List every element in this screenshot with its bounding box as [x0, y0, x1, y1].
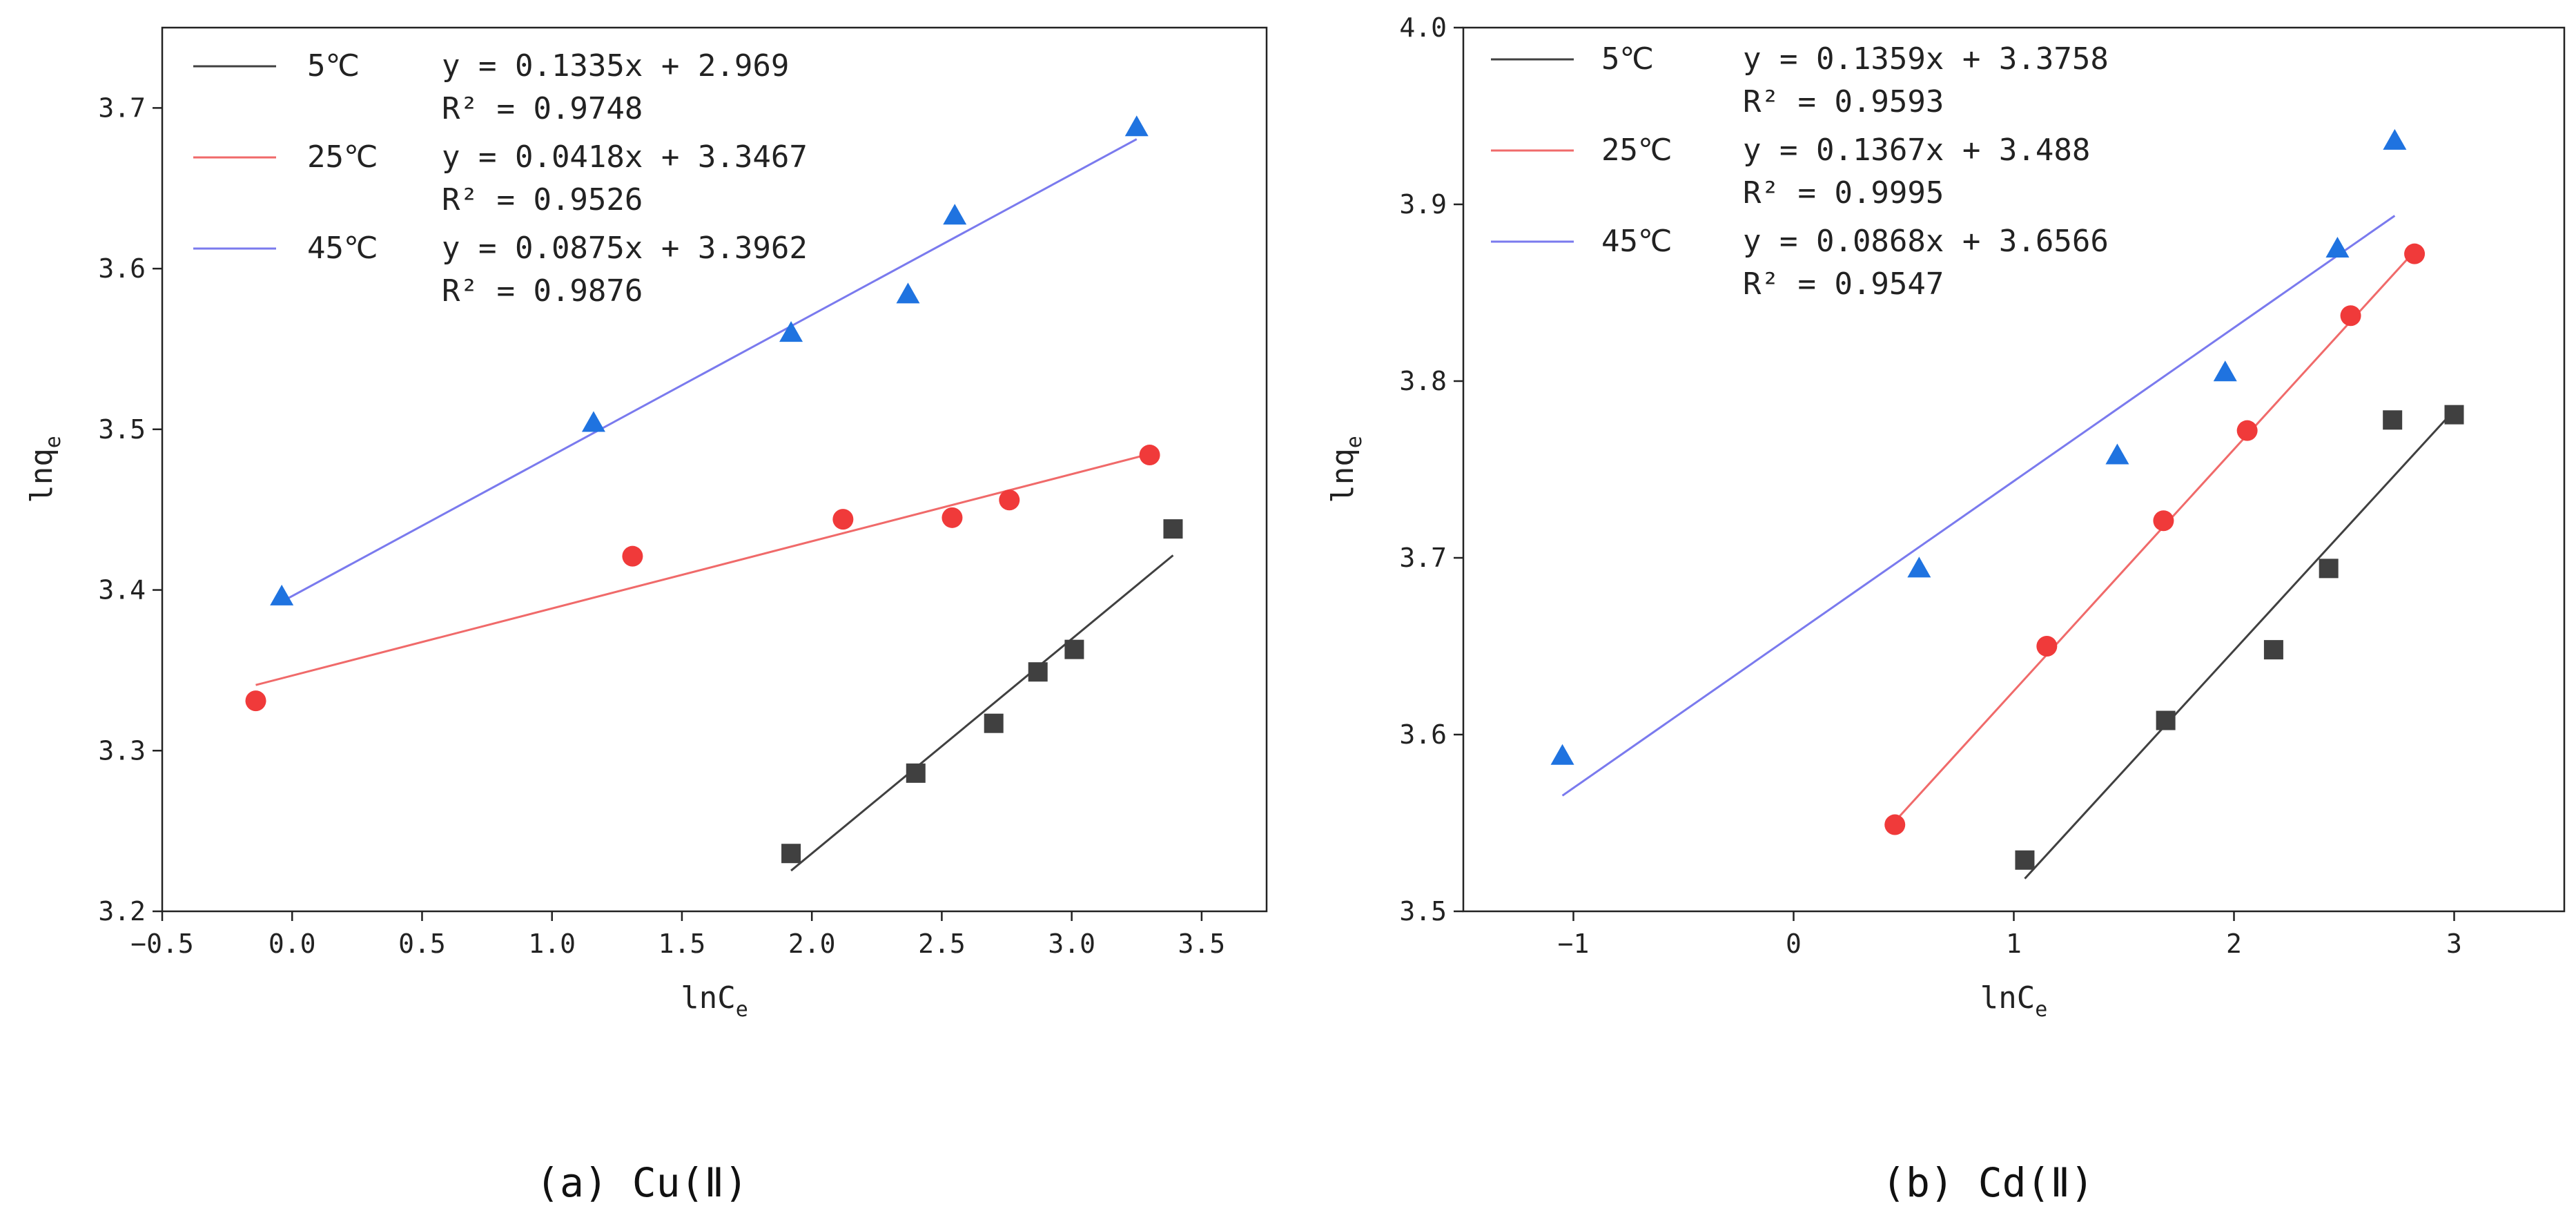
panel-a-series-1-point	[245, 690, 266, 712]
panel-b-caption: (b) Cd(Ⅱ)	[1882, 1159, 2094, 1206]
panel-a-series-2-point	[1124, 115, 1149, 137]
panel-b-y-tick-label: 3.5	[1399, 896, 1447, 927]
panel-b-series-2-point	[2213, 360, 2237, 382]
panel-a-x-tick-label: −0.5	[130, 929, 194, 959]
panel-b-series-1-point	[2340, 305, 2361, 327]
panel-a-series-1-point	[832, 509, 854, 530]
panel-b-series-0-point	[2444, 405, 2464, 425]
panel-a-series-0-point	[781, 844, 801, 864]
panel-b-legend-name-0: 5℃	[1601, 41, 1654, 77]
panel-b-series-0-point	[2383, 410, 2403, 430]
panel-a-series-2-point	[943, 204, 967, 225]
panel-a-x-tick-label: 0.0	[269, 929, 316, 959]
panel-b-y-tick-label: 3.8	[1399, 366, 1447, 396]
panel-a-series-1-point	[622, 545, 643, 567]
panel-a-series-0-point	[1064, 639, 1084, 659]
panel-a-plot-frame	[161, 26, 1268, 913]
panel-b-legend-equation-0: y = 0.1359x + 3.3758	[1743, 41, 2109, 77]
panel-a-legend-name-0: 5℃	[307, 48, 360, 84]
panel-a-x-tick-label: 3.5	[1178, 929, 1226, 959]
panel-a-series-2-point	[270, 584, 294, 605]
panel-a-x-tick-label: 1.0	[528, 929, 576, 959]
panel-a-series-0-point	[1028, 662, 1048, 682]
panel-b-series-1-point	[2404, 243, 2426, 264]
panel-b-series-2-fit-line	[1561, 215, 2396, 797]
panel-a-legend-equation-1: y = 0.0418x + 3.3467	[442, 139, 808, 175]
panel-a-series-1-point	[1139, 445, 1160, 466]
panel-b-x-tick-label: 2	[2226, 929, 2242, 959]
panel-b-y-tick-label: 3.9	[1399, 189, 1447, 220]
panel-b-series-2-point	[2383, 128, 2407, 150]
panel-b-series-2-point	[1550, 744, 1574, 765]
panel-b-series-1-point	[2153, 510, 2174, 532]
panel-b-series-1-point	[1884, 814, 1906, 835]
panel-b-series-2-point	[2325, 237, 2350, 258]
panel-b-legend-name-1: 25℃	[1601, 133, 1672, 168]
panel-b-legend-r2-2: R² = 0.9547	[1743, 266, 1944, 302]
panel-a-series-0-fit-line	[790, 554, 1174, 872]
panel-a-series-2-point	[779, 321, 803, 342]
panel-b-legend-name-2: 45℃	[1601, 224, 1672, 259]
panel-a-x-tick-label: 1.5	[658, 929, 706, 959]
panel-b-y-tick-label: 3.7	[1399, 543, 1447, 573]
panel-a-legend-r2-1: R² = 0.9526	[442, 182, 643, 217]
panel-b-x-tick-label: 3	[2446, 929, 2462, 959]
panel-b-series-0-point	[2319, 559, 2339, 579]
panel-a-series-1-point	[999, 489, 1020, 511]
panel-b-y-axis-label: lnqe	[1325, 436, 1367, 503]
panel-a-series-1-fit-line	[255, 453, 1150, 686]
panel-a-legend-equation-0: y = 0.1335x + 2.969	[442, 48, 789, 84]
panel-b-legend-r2-0: R² = 0.9593	[1743, 84, 1944, 119]
panel-a-legend-r2-2: R² = 0.9876	[442, 273, 643, 309]
panel-a-x-axis-label: lnCe	[681, 980, 748, 1022]
panel-b-series-0-point	[2263, 640, 2283, 660]
panel-b-series-1-point	[2036, 636, 2058, 657]
panel-a-series-0-point	[1163, 519, 1183, 539]
panel-a-legend-name-2: 45℃	[307, 231, 378, 266]
panel-b-series-0-fit-line	[2024, 409, 2455, 880]
panel-a-series-2-fit-line	[281, 138, 1138, 603]
panel-b-legend-r2-1: R² = 0.9995	[1743, 175, 1944, 211]
panel-a-legend-name-1: 25℃	[307, 139, 378, 175]
panel-a-y-tick-label: 3.2	[98, 896, 146, 927]
panel-b-series-0-point	[2015, 850, 2035, 870]
panel-a-x-tick-label: 2.5	[918, 929, 966, 959]
panel-a-series-1-point	[941, 507, 963, 528]
panel-b-series-2-point	[2105, 443, 2129, 465]
panel-a-x-tick-label: 0.5	[398, 929, 446, 959]
panel-a-series-0-point	[906, 763, 926, 783]
panel-b-x-tick-label: 1	[2006, 929, 2022, 959]
panel-a-x-tick-label: 2.0	[788, 929, 836, 959]
panel-b-series-2-point	[1907, 556, 1931, 578]
panel-b-series-0-point	[2156, 710, 2176, 730]
panel-a-legend-equation-2: y = 0.0875x + 3.3962	[442, 231, 808, 266]
panel-b-x-tick-label: 0	[1786, 929, 1802, 959]
panel-a-y-tick-label: 3.7	[98, 93, 146, 123]
panel-a-y-tick-label: 3.6	[98, 253, 146, 284]
panel-a-y-tick-label: 3.3	[98, 735, 146, 766]
panel-b-y-tick-label: 4.0	[1399, 12, 1447, 43]
panel-b-legend-equation-2: y = 0.0868x + 3.6566	[1743, 224, 2109, 259]
panel-b-legend-equation-1: y = 0.1367x + 3.488	[1743, 133, 2090, 168]
panel-a-y-tick-label: 3.4	[98, 575, 146, 605]
panel-a-x-tick-label: 3.0	[1048, 929, 1095, 959]
panel-a-series-2-point	[896, 282, 920, 304]
panel-a-series-0-point	[984, 713, 1004, 733]
panel-a-legend-r2-0: R² = 0.9748	[442, 91, 643, 126]
panel-b-series-1-point	[2236, 420, 2258, 441]
panel-a-caption: (a) Cu(Ⅱ)	[536, 1159, 748, 1206]
panel-a-y-axis-label: lnqe	[24, 436, 66, 503]
panel-b-x-axis-label: lnCe	[1980, 980, 2048, 1022]
panel-b-x-tick-label: −1	[1558, 929, 1590, 959]
panel-b-series-1-fit-line	[1894, 250, 2416, 822]
panel-a-series-2-point	[581, 411, 605, 432]
panel-a-y-tick-label: 3.5	[98, 414, 146, 445]
panel-b-y-tick-label: 3.6	[1399, 719, 1447, 750]
